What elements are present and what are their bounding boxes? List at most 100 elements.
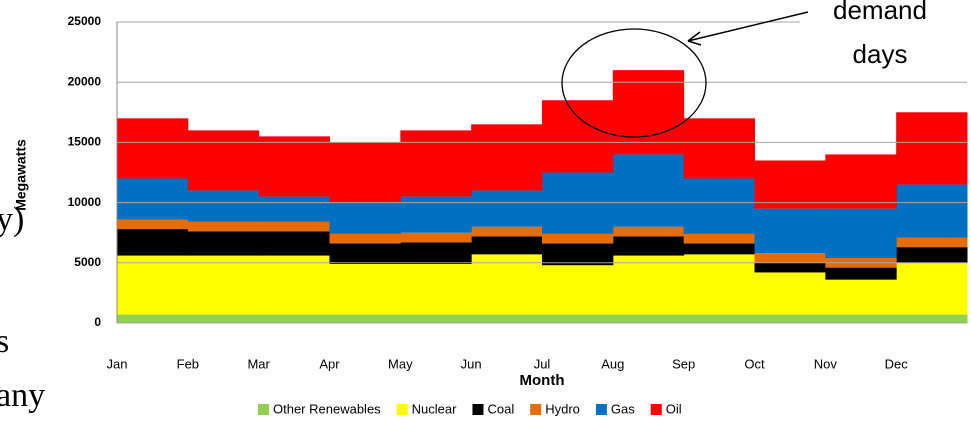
x-tick-label: Sep [672,356,695,371]
x-axis-label: Month [520,372,565,389]
area-segment [825,267,897,280]
area-segment [542,243,614,266]
area-segment [258,136,330,197]
y-tick-label: 0 [94,315,101,329]
area-segment [612,226,685,237]
x-tick-label: Oct [744,356,765,371]
area-segment [683,178,755,234]
y-tick-label: 5000 [74,255,101,269]
area-segment [258,231,330,256]
x-tick-label: Feb [177,356,199,371]
y-axis-label: Megawatts [13,139,29,211]
y-tick-label: 20000 [68,74,102,88]
area-segment [896,262,968,315]
legend-label: Nuclear [412,401,457,416]
area-segment [754,272,826,315]
area-segment [329,142,401,203]
background-fragment: any [0,377,45,414]
area-segment [896,237,968,248]
annotation-arrow [687,11,809,42]
annotation-circle [561,28,707,138]
area-segment [754,160,826,209]
x-tick-label: Dec [885,356,909,371]
area-segment [258,255,330,315]
area-segment [612,236,685,256]
area-segment [896,184,968,238]
area-segment [400,314,472,323]
area-segment [258,196,330,222]
area-segment [329,314,401,323]
area-segment [896,314,968,323]
area-segment [187,255,260,315]
legend-swatch [530,404,542,415]
area-segment [542,314,614,323]
area-segment [896,247,968,263]
area-segment [117,219,189,230]
area-segment [683,233,755,244]
area-segment [117,229,189,256]
area-segment [471,124,543,191]
area-segment [187,231,260,256]
area-segment [612,154,685,227]
area-segment [542,100,614,173]
annotation-box [800,0,971,78]
legend-label: Gas [611,401,635,416]
area-segment [187,130,260,191]
legend-label: Hydro [545,401,580,416]
area-segment [471,314,543,323]
area-segment [683,243,755,255]
legend-swatch [650,404,662,415]
area-segment [542,233,614,244]
area-segment [329,202,401,234]
area-segment [258,314,330,323]
x-tick-label: Aug [601,356,624,371]
area-segment [400,130,472,197]
area-segment [329,233,401,244]
x-tick-label: Apr [319,356,340,371]
area-segment [825,208,897,258]
area-segment [683,314,755,323]
area-segment [542,265,614,315]
legend-swatch [396,404,408,415]
area-segment [471,190,543,227]
y-tick-label: 15000 [68,135,102,149]
area-segment [117,178,189,220]
area-segment [612,70,685,155]
area-segment [117,255,189,315]
area-segment [754,314,826,323]
area-segment [683,118,755,179]
x-tick-label: May [388,356,413,371]
area-segment [825,314,897,323]
area-segment [117,314,189,323]
area-segment [542,172,614,234]
area-segment [329,264,401,315]
legend-label: Other Renewables [273,401,381,416]
area-segment [471,254,543,315]
area-segment [754,262,826,273]
legend-label: Coal [487,401,514,416]
area-segment [187,221,260,232]
background-fragment: y) [0,201,24,238]
area-segment [471,226,543,237]
area-segment [187,190,260,222]
area-segment [400,232,472,243]
legend-swatch [595,404,607,415]
area-segment [471,236,543,255]
area-segment [754,253,826,263]
area-segment [612,314,685,323]
area-segment [117,118,189,179]
x-tick-label: Mar [247,356,270,371]
annotation-text: demand [833,0,927,25]
area-segment [258,221,330,232]
area-segment [187,314,260,323]
area-segment [825,279,897,315]
x-tick-label: Jan [107,356,128,371]
legend-label: Oil [666,401,682,416]
legend-swatch [258,404,269,415]
area-segment [612,255,685,315]
arrow-head [687,31,702,46]
area-segment [400,242,472,265]
x-tick-label: Jul [534,356,551,371]
area-segment [329,243,401,265]
